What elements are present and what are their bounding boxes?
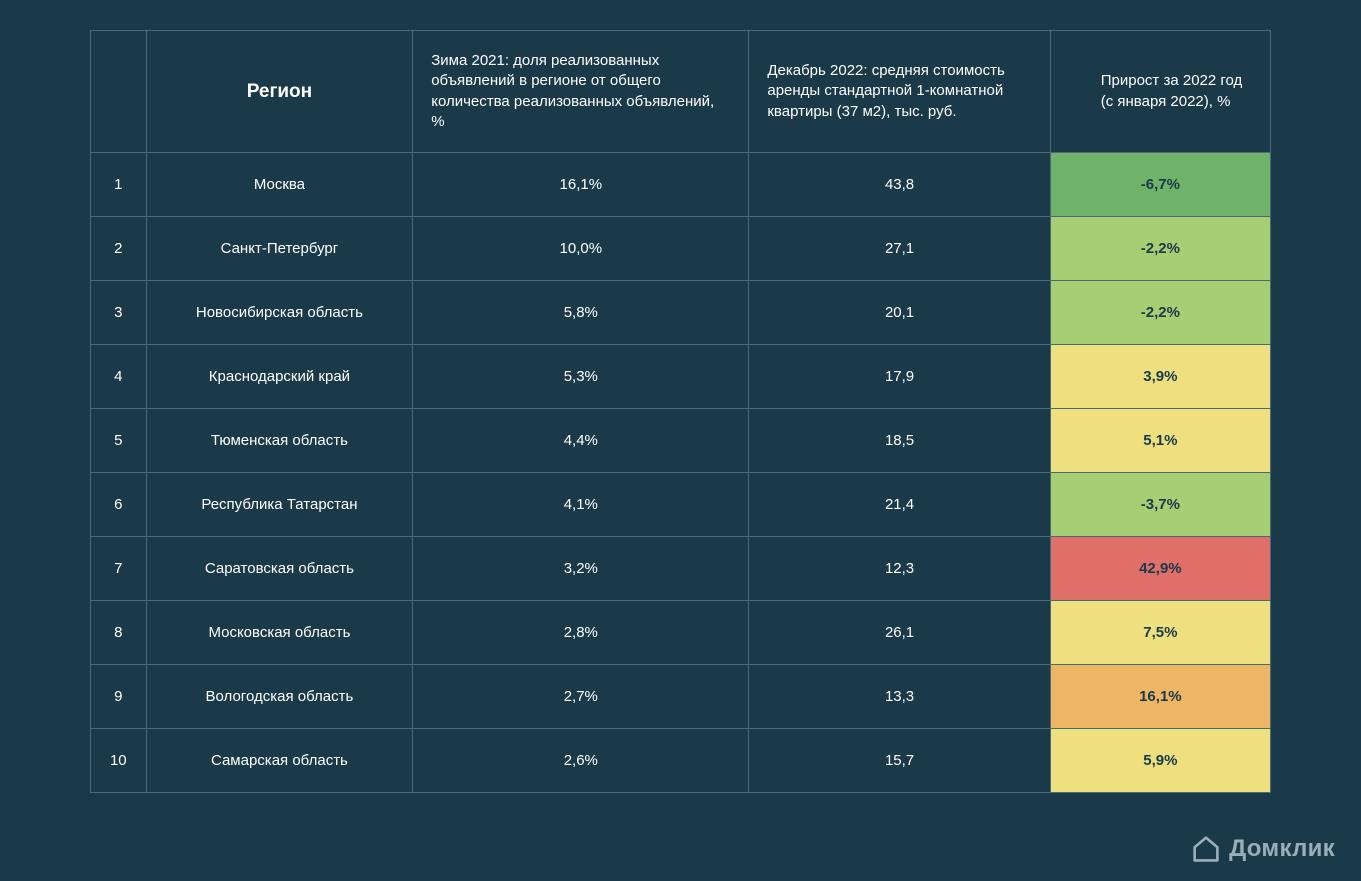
cell-region: Тюменская область: [146, 409, 413, 473]
cell-region: Санкт-Петербург: [146, 217, 413, 281]
cell-growth: -6,7%: [1050, 153, 1270, 217]
table-row: 6Республика Татарстан4,1%21,4-3,7%: [91, 473, 1271, 537]
cell-index: 10: [91, 729, 147, 793]
cell-region: Республика Татарстан: [146, 473, 413, 537]
cell-growth: 3,9%: [1050, 345, 1270, 409]
cell-share: 2,7%: [413, 665, 749, 729]
cell-rent: 20,1: [749, 281, 1050, 345]
cell-index: 7: [91, 537, 147, 601]
cell-share: 2,8%: [413, 601, 749, 665]
cell-rent: 12,3: [749, 537, 1050, 601]
table-row: 4Краснодарский край5,3%17,93,9%: [91, 345, 1271, 409]
cell-growth: -3,7%: [1050, 473, 1270, 537]
cell-growth: -2,2%: [1050, 217, 1270, 281]
regions-table: Регион Зима 2021: доля реализованных объ…: [90, 30, 1271, 793]
cell-growth: 42,9%: [1050, 537, 1270, 601]
cell-growth: 16,1%: [1050, 665, 1270, 729]
brand-label: Домклик: [1229, 835, 1335, 863]
house-icon: [1192, 835, 1220, 863]
cell-rent: 21,4: [749, 473, 1050, 537]
cell-growth: 5,1%: [1050, 409, 1270, 473]
table-row: 5Тюменская область4,4%18,55,1%: [91, 409, 1271, 473]
cell-rent: 15,7: [749, 729, 1050, 793]
cell-share: 4,4%: [413, 409, 749, 473]
cell-index: 5: [91, 409, 147, 473]
cell-share: 2,6%: [413, 729, 749, 793]
table-row: 1Москва16,1%43,8-6,7%: [91, 153, 1271, 217]
cell-index: 2: [91, 217, 147, 281]
col-header-rent: Декабрь 2022: средняя стоимость аренды с…: [749, 31, 1050, 153]
table-row: 9Вологодская область2,7%13,316,1%: [91, 665, 1271, 729]
cell-rent: 17,9: [749, 345, 1050, 409]
cell-rent: 43,8: [749, 153, 1050, 217]
cell-region: Самарская область: [146, 729, 413, 793]
cell-share: 5,3%: [413, 345, 749, 409]
cell-index: 3: [91, 281, 147, 345]
cell-region: Московская область: [146, 601, 413, 665]
cell-index: 6: [91, 473, 147, 537]
cell-growth: 5,9%: [1050, 729, 1270, 793]
cell-share: 3,2%: [413, 537, 749, 601]
cell-index: 4: [91, 345, 147, 409]
cell-growth: 7,5%: [1050, 601, 1270, 665]
table-row: 8Московская область2,8%26,17,5%: [91, 601, 1271, 665]
table-row: 7Саратовская область3,2%12,342,9%: [91, 537, 1271, 601]
table-header-row: Регион Зима 2021: доля реализованных объ…: [91, 31, 1271, 153]
cell-rent: 18,5: [749, 409, 1050, 473]
cell-region: Москва: [146, 153, 413, 217]
table-row: 2Санкт-Петербург10,0%27,1-2,2%: [91, 217, 1271, 281]
cell-share: 10,0%: [413, 217, 749, 281]
cell-region: Краснодарский край: [146, 345, 413, 409]
cell-region: Вологодская область: [146, 665, 413, 729]
cell-index: 8: [91, 601, 147, 665]
cell-growth: -2,2%: [1050, 281, 1270, 345]
cell-region: Новосибирская область: [146, 281, 413, 345]
cell-share: 4,1%: [413, 473, 749, 537]
col-header-region: Регион: [146, 31, 413, 153]
cell-rent: 26,1: [749, 601, 1050, 665]
col-header-share: Зима 2021: доля реализованных объявлений…: [413, 31, 749, 153]
col-header-growth: Прирост за 2022 год (с января 2022), %: [1050, 31, 1270, 153]
cell-rent: 27,1: [749, 217, 1050, 281]
col-header-index: [91, 31, 147, 153]
cell-index: 9: [91, 665, 147, 729]
table-row: 3Новосибирская область5,8%20,1-2,2%: [91, 281, 1271, 345]
table-body: 1Москва16,1%43,8-6,7%2Санкт-Петербург10,…: [91, 153, 1271, 793]
regions-table-container: Регион Зима 2021: доля реализованных объ…: [0, 0, 1361, 823]
cell-rent: 13,3: [749, 665, 1050, 729]
cell-index: 1: [91, 153, 147, 217]
cell-region: Саратовская область: [146, 537, 413, 601]
cell-share: 16,1%: [413, 153, 749, 217]
table-row: 10Самарская область2,6%15,75,9%: [91, 729, 1271, 793]
cell-share: 5,8%: [413, 281, 749, 345]
brand-watermark: Домклик: [1192, 835, 1335, 863]
